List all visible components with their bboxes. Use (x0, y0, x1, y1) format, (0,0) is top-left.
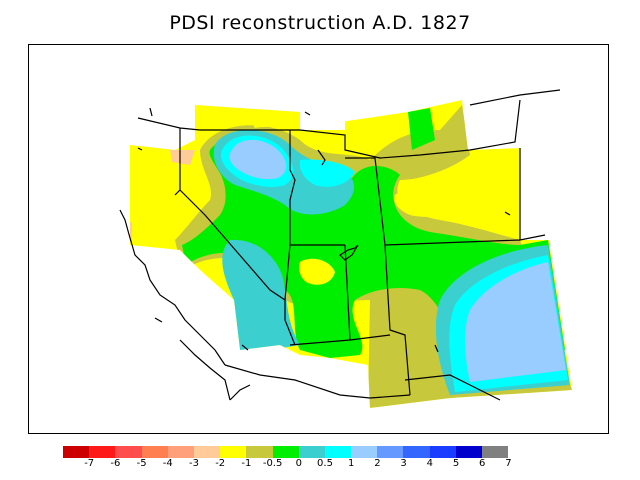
colorbar-tick-label: -5 (136, 458, 147, 469)
region-dry-north-strip (250, 113, 300, 135)
border-line (344, 244, 351, 341)
colorbar-tick-label: 7 (505, 458, 512, 469)
colorbar-swatch (89, 446, 116, 458)
coastline (229, 384, 251, 401)
state-borders (119, 89, 561, 401)
map-frame (28, 44, 609, 434)
region-moderate-drought (170, 150, 195, 165)
region-near-normal-north (408, 108, 435, 150)
colorbar-swatch (377, 446, 404, 458)
colorbar-swatch (115, 446, 142, 458)
coastline (179, 339, 231, 401)
colorbar-swatch (298, 446, 325, 458)
colorbar-swatch (246, 446, 273, 458)
coastline (129, 237, 226, 366)
lake (504, 211, 511, 216)
pdsi-field (130, 100, 572, 408)
colorbar-tick-label: -0.5 (262, 458, 283, 469)
island (137, 147, 143, 151)
border-line (519, 148, 546, 241)
region-dry-east (394, 189, 470, 217)
lake (339, 244, 359, 261)
colorbar-tick-label: 0 (295, 458, 302, 469)
border-line (289, 334, 391, 346)
colorbar-tick-label: 6 (479, 458, 486, 469)
colorbar-tick-label: 5 (452, 458, 460, 469)
border-line (137, 99, 521, 159)
border-line (404, 374, 501, 401)
border-line (289, 130, 345, 246)
lake (304, 111, 311, 116)
island (154, 317, 163, 323)
colorbar-tick-label: 3 (400, 458, 407, 469)
colorbar-tick-label: 4 (426, 458, 433, 469)
region-dry-island (299, 258, 335, 285)
island (241, 344, 249, 351)
border-line (345, 157, 521, 246)
colorbar-swatch (403, 446, 430, 458)
colorbar-tick-label: -1 (241, 458, 252, 469)
colorbar-swatch (141, 446, 168, 458)
colorbar-swatch (167, 446, 194, 458)
colorbar-tick-label: -6 (110, 458, 121, 469)
colorbar-swatch (193, 446, 221, 458)
coastline (119, 209, 131, 239)
region-slightly-wet-west (222, 239, 300, 350)
border-line (384, 244, 411, 396)
colorbar-tick-label: -4 (162, 458, 173, 469)
colorbar-tick-label: 1 (348, 458, 355, 469)
colorbar-tick-label: 0.5 (317, 458, 333, 469)
colorbar-swatch (63, 446, 90, 458)
region-wet-north-center (299, 159, 355, 187)
border-line (284, 244, 291, 301)
colorbar-swatch (455, 446, 482, 458)
region-very-wet-north (229, 139, 287, 180)
colorbar (63, 446, 509, 458)
island (149, 107, 153, 117)
colorbar-tick-label: -7 (84, 458, 95, 469)
colorbar-labels: -7 -6 -5 -4 -3 -2 -1 -0.5 0 0.5 1 2 3 4 5 6 7 (0, 458, 640, 474)
colorbar-tick-label: -2 (215, 458, 226, 469)
lake (317, 149, 326, 166)
colorbar-swatch (482, 446, 509, 458)
lake (434, 344, 439, 353)
border-line (179, 189, 296, 346)
map-title: PDSI reconstruction A.D. 1827 (169, 12, 471, 34)
colorbar-swatch (324, 446, 352, 458)
border-line (224, 364, 411, 399)
colorbar-tick-label: 2 (374, 458, 381, 469)
border-line (469, 89, 561, 106)
colorbar-swatch (351, 446, 378, 458)
colorbar-tick-label: -3 (189, 458, 199, 469)
colorbar-swatch (272, 446, 299, 458)
colorbar-swatch (220, 446, 247, 458)
no-data-area (462, 90, 600, 240)
colorbar-swatch (429, 446, 456, 458)
no-data-area (300, 112, 345, 130)
region-very-wet-southeast (465, 262, 566, 382)
